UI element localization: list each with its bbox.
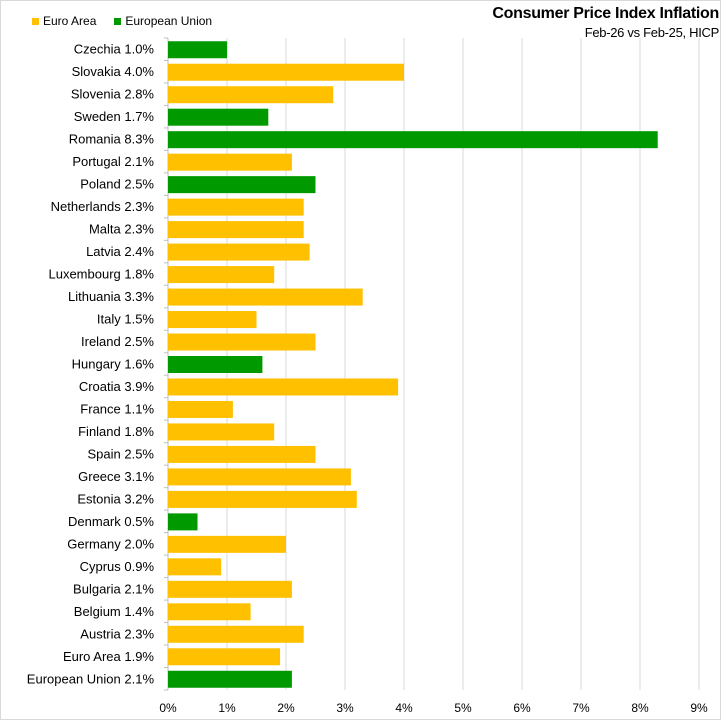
bar [168, 445, 316, 463]
bar [168, 580, 292, 598]
x-tick-label: 9% [690, 701, 708, 715]
category-label: Bulgaria 2.1% [73, 581, 154, 596]
bar [168, 153, 292, 171]
bar [168, 176, 316, 194]
bar [168, 535, 286, 553]
legend-label: Euro Area [43, 14, 97, 28]
legend-swatch-european-union [114, 17, 122, 25]
category-label: Euro Area 1.9% [63, 649, 154, 664]
category-label: Czechia 1.0% [74, 42, 155, 57]
bar [168, 131, 658, 149]
category-label: Poland 2.5% [80, 177, 154, 192]
category-label: Cyprus 0.9% [80, 559, 155, 574]
bar [168, 356, 263, 373]
legend-item-european-union: European Union [114, 14, 212, 28]
category-label: Slovakia 4.0% [72, 64, 155, 79]
category-label: France 1.1% [80, 401, 154, 416]
x-tick-label: 8% [631, 701, 649, 715]
category-label: Spain 2.5% [88, 446, 155, 461]
bar [168, 266, 275, 284]
category-label: Finland 1.8% [78, 424, 154, 439]
x-tick-label: 4% [395, 701, 413, 715]
x-tick-label: 2% [277, 701, 295, 715]
bar [168, 423, 275, 441]
bar [168, 86, 334, 104]
category-label: Croatia 3.9% [79, 379, 155, 394]
legend-item-euro-area: Euro Area [32, 14, 96, 28]
category-label: Greece 3.1% [78, 469, 154, 484]
bar [168, 603, 251, 621]
category-label: European Union 2.1% [27, 671, 155, 686]
category-label: Romania 8.3% [69, 132, 155, 147]
category-label: Ireland 2.5% [81, 334, 154, 349]
bar [168, 333, 316, 351]
chart-subtitle: Feb-26 vs Feb-25, HICP [584, 25, 720, 40]
category-label: Germany 2.0% [67, 536, 154, 551]
category-label: Sweden 1.7% [74, 109, 155, 124]
bar [168, 400, 233, 418]
chart-title: Consumer Price Index Inflation [492, 5, 719, 22]
bar [168, 490, 357, 508]
category-label: Denmark 0.5% [68, 514, 154, 529]
bar [168, 513, 198, 531]
category-label: Hungary 1.6% [72, 357, 155, 372]
bar [168, 108, 269, 126]
legend-label: European Union [125, 14, 213, 28]
category-label: Malta 2.3% [89, 222, 154, 237]
bar [168, 558, 222, 576]
category-label: Estonia 3.2% [77, 491, 154, 506]
bar [168, 198, 304, 216]
legend: Euro Area European Union [32, 14, 212, 28]
category-label: Luxembourg 1.8% [48, 267, 154, 282]
bar [168, 243, 310, 261]
bar [168, 378, 399, 396]
bar [168, 41, 227, 59]
category-label: Latvia 2.4% [86, 244, 154, 259]
bar [168, 221, 304, 239]
category-label: Italy 1.5% [97, 312, 155, 327]
category-label: Slovenia 2.8% [71, 87, 155, 102]
bar [168, 311, 257, 329]
bar [168, 670, 292, 688]
x-tick-label: 3% [336, 701, 354, 715]
bar [168, 63, 404, 81]
bar [168, 288, 363, 306]
category-label: Belgium 1.4% [74, 604, 155, 619]
x-tick-label: 7% [572, 701, 590, 715]
category-label: Netherlands 2.3% [51, 199, 155, 214]
category-label: Lithuania 3.3% [68, 289, 154, 304]
x-tick-label: 0% [159, 701, 177, 715]
x-tick-label: 5% [454, 701, 472, 715]
category-label: Austria 2.3% [80, 626, 154, 641]
bar [168, 648, 281, 666]
bar [168, 468, 351, 486]
x-tick-label: 6% [513, 701, 531, 715]
category-label: Portugal 2.1% [72, 154, 154, 169]
legend-swatch-euro-area [32, 17, 39, 25]
bar [168, 625, 304, 643]
x-tick-label: 1% [218, 701, 236, 715]
